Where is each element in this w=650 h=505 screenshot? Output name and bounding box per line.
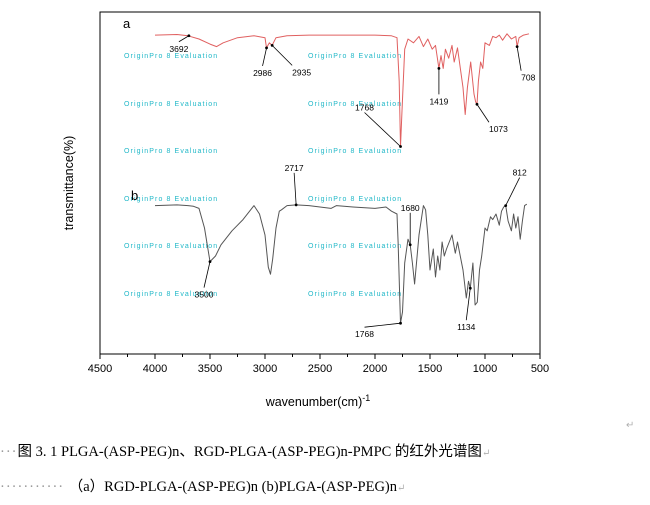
x-tick-label: 2500: [308, 363, 332, 375]
x-tick-label: 2000: [363, 363, 387, 375]
spectrum-line-b: [154, 203, 528, 324]
watermark-text: OriginPro 8 Evaluation: [308, 291, 402, 298]
caption-subtitle: （a）RGD-PLGA-(ASP-PEG)n (b)PLGA-(ASP-PEG)…: [68, 479, 398, 495]
annotation-arrow: [178, 35, 190, 43]
watermark-text: OriginPro 8 Evaluation: [124, 53, 218, 60]
watermark-text: OriginPro 8 Evaluation: [124, 148, 218, 155]
annotation-arrowhead: [408, 243, 412, 247]
annotation-arrowhead: [187, 34, 191, 38]
peak-label: 1680: [401, 203, 420, 213]
peak-label: 812: [513, 168, 527, 178]
watermark-text: OriginPro 8 Evaluation: [124, 243, 218, 250]
x-tick-label: 3500: [198, 363, 222, 375]
figure-caption-line1: ···图 3. 1 PLGA-(ASP-PEG)n、RGD-PLGA-(ASP-…: [0, 440, 650, 461]
figure-caption-line2: ··········· （a）RGD-PLGA-(ASP-PEG)n (b)PL…: [0, 475, 650, 496]
x-axis-label-superscript: -1: [362, 393, 370, 403]
peak-label: 3500: [195, 290, 214, 300]
annotation-arrow: [271, 45, 293, 66]
watermark-text: OriginPro 8 Evaluation: [308, 196, 402, 203]
peak-label: 2986: [253, 68, 272, 78]
x-axis-label: wavenumber(cm)-1: [265, 393, 371, 409]
annotation-arrow: [476, 104, 490, 123]
y-axis-label: transmittance(%): [62, 136, 76, 230]
annotation-arrowhead: [270, 43, 274, 47]
peak-label: 1134: [457, 322, 476, 332]
paragraph-mark-icon: ↵: [397, 483, 406, 494]
annotation-arrow: [203, 261, 211, 288]
annotation-arrowhead: [399, 321, 402, 325]
peak-label: 2717: [285, 163, 304, 173]
x-tick-label: 4500: [88, 363, 112, 375]
annotation-arrowhead: [504, 204, 508, 208]
annotation-arrow: [505, 177, 521, 206]
x-tick-label: 4000: [143, 363, 167, 375]
spectrum-curves: [154, 33, 530, 324]
annotation-arrow: [262, 47, 267, 67]
watermark-text: OriginPro 8 Evaluation: [308, 243, 402, 250]
peak-label: 708: [521, 73, 535, 83]
x-tick-label: 1500: [418, 363, 442, 375]
annotation-arrow: [465, 288, 471, 321]
annotation-arrowhead: [515, 45, 519, 49]
annotation-arrowhead: [265, 46, 268, 50]
annotation-arrowhead: [399, 145, 402, 148]
annotation-arrow: [364, 322, 401, 328]
caption-title: 图 3. 1 PLGA-(ASP-PEG)n、RGD-PLGA-(ASP-PEG…: [17, 444, 482, 460]
annotation-arrowhead: [475, 102, 479, 106]
watermark-text: OriginPro 8 Evaluation: [124, 101, 218, 108]
peak-annotations: 3692 2986 2935 708 1419 1768 1073 2717 812 1680 11…: [169, 34, 536, 339]
annotation-arrowhead: [294, 203, 298, 207]
spectrum-line-a: [154, 33, 530, 147]
peak-label: 2935: [292, 67, 311, 77]
x-tick-label: 1000: [473, 363, 497, 375]
peak-label: 1768: [355, 102, 374, 112]
caption-leader-dots: ···: [0, 444, 18, 460]
annotation-arrow: [293, 172, 297, 205]
x-axis-label-text: wavenumber(cm): [265, 395, 363, 409]
x-tick-label: 3000: [253, 363, 277, 375]
watermark-text: OriginPro 8 Evaluation: [308, 53, 402, 60]
watermark-layer: OriginPro 8 Evaluation OriginPro 8 Evalua…: [124, 53, 402, 298]
annotation-arrowhead: [468, 286, 472, 290]
peak-label: 1073: [489, 124, 508, 134]
watermark-text: OriginPro 8 Evaluation: [308, 101, 402, 108]
plot-frame: [99, 11, 541, 355]
annotation-arrow: [516, 46, 522, 71]
caption-leader-dots: ···········: [0, 479, 69, 495]
watermark-text: OriginPro 8 Evaluation: [308, 148, 402, 155]
peak-label: 1419: [429, 96, 448, 106]
annotation-arrowhead: [208, 260, 212, 263]
paragraph-mark-icon: ↵: [626, 420, 635, 431]
panel-label-b: b: [131, 188, 138, 203]
paragraph-mark-icon: ↵: [481, 448, 491, 459]
x-tick-label: 500: [531, 363, 549, 375]
peak-label: 1768: [355, 329, 374, 339]
annotation-arrow: [364, 112, 401, 147]
annotation-arrowhead: [437, 67, 441, 70]
watermark-text: OriginPro 8 Evaluation: [124, 291, 218, 298]
x-axis: 4500 4000 3500 3000 2500 2000 1500 1000 500: [88, 354, 549, 375]
watermark-text: OriginPro 8 Evaluation: [124, 196, 218, 203]
peak-label: 3692: [169, 44, 188, 54]
panel-label-a: a: [123, 16, 131, 31]
